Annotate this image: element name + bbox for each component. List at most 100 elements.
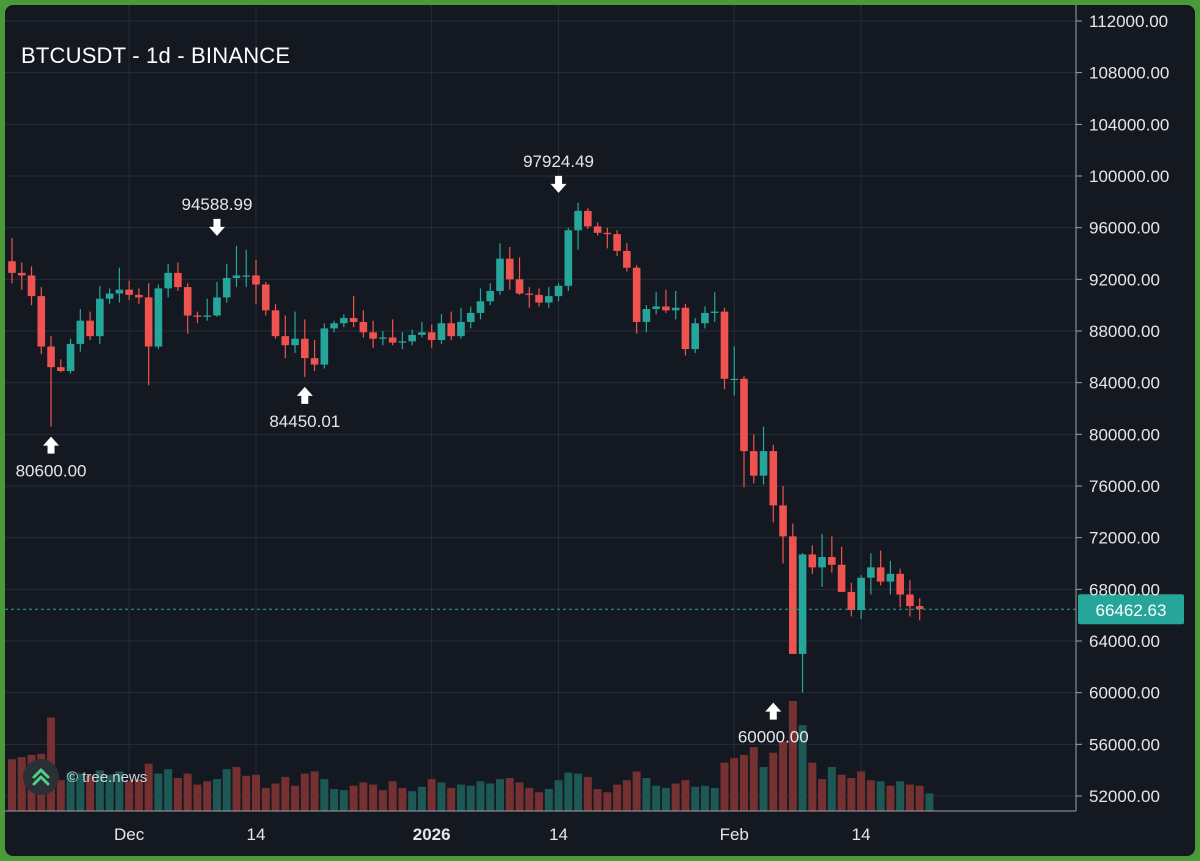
candle-body bbox=[496, 258, 504, 291]
candle-body bbox=[57, 367, 65, 372]
volume-bar bbox=[466, 785, 475, 811]
candle-body bbox=[486, 290, 495, 302]
candle-body bbox=[379, 337, 387, 339]
candle-body bbox=[76, 320, 85, 344]
grid-lines bbox=[5, 5, 1076, 811]
candle-body bbox=[632, 267, 641, 322]
volume-bar bbox=[759, 767, 768, 811]
volume-bar bbox=[281, 776, 290, 811]
volume-bar bbox=[622, 780, 631, 811]
candle-body bbox=[144, 297, 153, 347]
candle-body bbox=[330, 323, 338, 329]
candle-body bbox=[154, 288, 163, 347]
candle-body bbox=[710, 311, 719, 313]
candle-body bbox=[652, 306, 660, 310]
volume-bar bbox=[603, 792, 612, 811]
volume-bar bbox=[242, 775, 251, 811]
volume-bar bbox=[222, 769, 231, 811]
candle-body bbox=[388, 337, 397, 343]
candle-body bbox=[789, 536, 797, 654]
candle-body bbox=[271, 310, 280, 337]
candle-body bbox=[701, 312, 709, 324]
candle-body bbox=[476, 301, 485, 313]
candle-body bbox=[662, 306, 670, 311]
volume-bar bbox=[437, 782, 446, 811]
candle-body bbox=[603, 232, 612, 235]
volume-bar bbox=[447, 787, 456, 811]
candle-body bbox=[310, 358, 319, 365]
candle-body bbox=[437, 323, 446, 341]
y-tick-label: 96000.00 bbox=[1089, 219, 1160, 238]
y-tick-label: 80000.00 bbox=[1089, 425, 1160, 444]
volume-bar bbox=[427, 779, 436, 811]
volume-bar bbox=[496, 779, 504, 811]
candle-body bbox=[418, 332, 426, 335]
volume-bar bbox=[261, 787, 270, 811]
candle-body bbox=[427, 332, 436, 341]
candle-body bbox=[96, 298, 104, 337]
candle-body bbox=[525, 293, 534, 295]
volume-bar bbox=[886, 785, 895, 811]
arrow-up-icon bbox=[43, 436, 60, 454]
volume-bar bbox=[320, 779, 329, 811]
price-annotations: 80600.00 94588.99 84450.01 97924.49 60000.00 bbox=[16, 152, 809, 747]
volume-bar bbox=[691, 786, 700, 811]
volume-bar bbox=[8, 759, 16, 811]
candle-body bbox=[66, 343, 75, 372]
volume-bar bbox=[779, 741, 788, 811]
time-axis: Dec 14 2026 14 Feb 14 bbox=[5, 810, 1076, 844]
annotation-label: 97924.49 bbox=[523, 152, 594, 171]
candle-body bbox=[749, 451, 758, 476]
candle-body bbox=[515, 279, 524, 294]
arrow-up-icon bbox=[765, 702, 782, 720]
x-tick-label: 2026 bbox=[413, 825, 451, 844]
x-tick-label: 14 bbox=[852, 825, 871, 844]
candle-body bbox=[613, 234, 621, 251]
volume-bar bbox=[486, 783, 495, 811]
volume-bar bbox=[896, 781, 905, 811]
volume-bar bbox=[642, 778, 651, 811]
annotation-label: 94588.99 bbox=[182, 195, 253, 214]
volume-bar bbox=[56, 780, 65, 811]
candle-body bbox=[115, 289, 124, 294]
volume-bar bbox=[17, 757, 26, 811]
candle-body bbox=[359, 321, 368, 333]
volume-bar bbox=[857, 771, 866, 811]
price-chart[interactable]: 66462.63 80600.00 94588.99 84450.01 97924.4… bbox=[5, 5, 1195, 856]
candle-body bbox=[730, 378, 739, 380]
candle-body bbox=[242, 275, 251, 277]
volume-bar bbox=[173, 778, 182, 811]
candle-body bbox=[857, 577, 865, 610]
candle-body bbox=[837, 564, 846, 592]
volume-bar bbox=[827, 767, 836, 811]
arrow-up-icon bbox=[296, 386, 313, 404]
volume-bar bbox=[86, 775, 95, 811]
volume-bar bbox=[330, 789, 339, 811]
candle-body bbox=[876, 567, 885, 582]
volume-bar bbox=[525, 787, 534, 811]
y-tick-label: 108000.00 bbox=[1089, 64, 1169, 83]
volume-bar bbox=[144, 763, 153, 811]
x-tick-label: 14 bbox=[549, 825, 568, 844]
candle-body bbox=[252, 275, 260, 285]
candle-body bbox=[681, 307, 690, 350]
candle-body bbox=[808, 554, 817, 568]
chart-frame: 66462.63 80600.00 94588.99 84450.01 97924.4… bbox=[5, 5, 1195, 856]
candle-body bbox=[369, 332, 377, 339]
volume-bar bbox=[788, 701, 797, 811]
candle-body bbox=[193, 315, 202, 317]
volume-bar bbox=[613, 784, 622, 811]
candle-body bbox=[164, 272, 172, 289]
candle-body bbox=[349, 318, 358, 322]
volume-bar bbox=[564, 772, 573, 811]
double-chevron-up-icon bbox=[23, 759, 59, 795]
volume-bar bbox=[417, 786, 426, 811]
candle-body bbox=[886, 573, 895, 582]
candle-body bbox=[457, 321, 465, 337]
volume-bar bbox=[730, 758, 739, 811]
volume-bar bbox=[749, 747, 758, 811]
volume-bar bbox=[515, 782, 524, 811]
volume-bar bbox=[300, 773, 309, 811]
candlesticks bbox=[8, 202, 924, 693]
last-price-tag bbox=[1078, 594, 1184, 625]
